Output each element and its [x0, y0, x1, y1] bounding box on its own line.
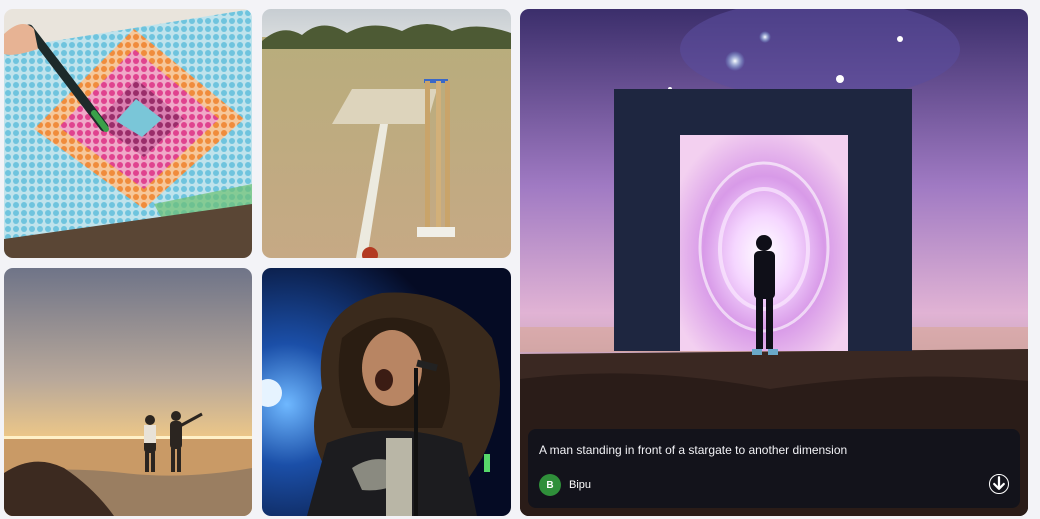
image-caption: A man standing in front of a stargate to…: [539, 443, 848, 457]
author-info[interactable]: B Bipu: [539, 474, 591, 496]
avatar: B: [539, 474, 561, 496]
gallery-image-cricket-stumps[interactable]: [262, 9, 511, 258]
download-icon: [993, 476, 1005, 490]
sunset-couple-image: [4, 268, 252, 516]
gallery-image-rock-singer[interactable]: [262, 268, 511, 516]
featured-image-stargate[interactable]: A man standing in front of a stargate to…: [520, 9, 1028, 516]
diamond-painting-image: [4, 9, 252, 258]
author-name: Bipu: [569, 479, 592, 491]
rock-singer-image: [262, 268, 511, 516]
gallery-image-sunset-couple[interactable]: [4, 268, 252, 516]
cricket-stumps-image: [262, 9, 511, 258]
gallery-image-diamond-painting[interactable]: [4, 9, 252, 258]
image-caption-card: A man standing in front of a stargate to…: [528, 429, 1020, 508]
download-button[interactable]: [989, 474, 1009, 494]
